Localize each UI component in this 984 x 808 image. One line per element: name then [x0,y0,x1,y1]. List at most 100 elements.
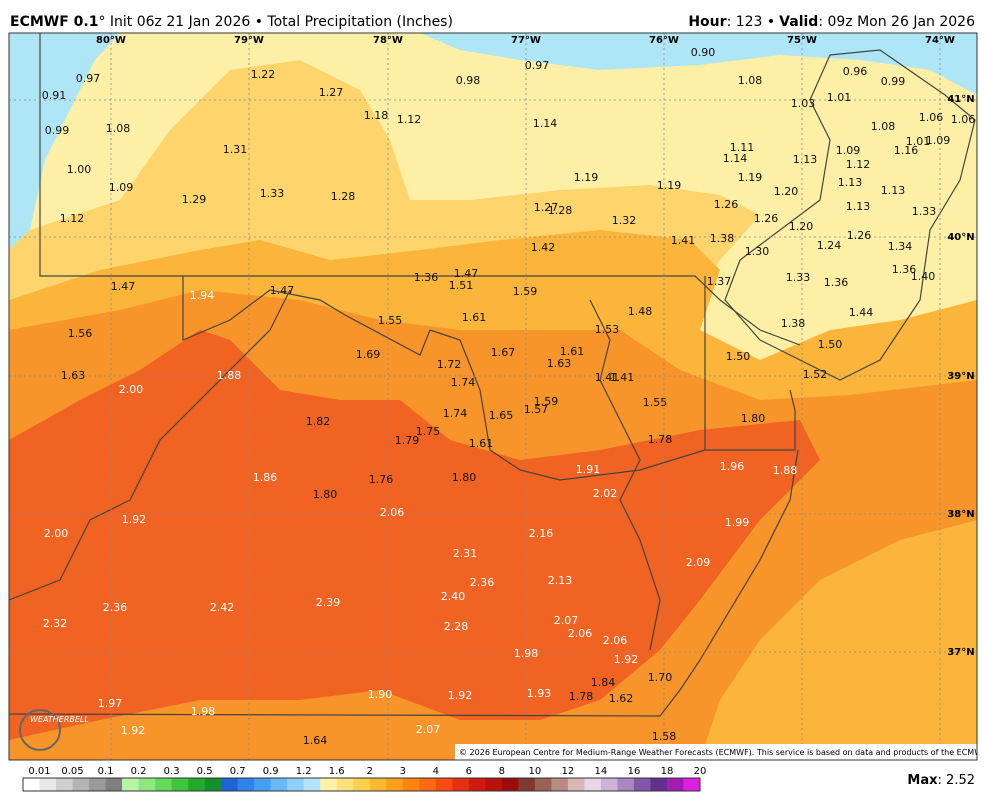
precip-value: 1.52 [803,368,828,381]
precip-value: 1.22 [251,68,276,81]
colorbar-label: 10 [529,766,542,777]
precip-value: 1.55 [643,396,668,409]
longitude-label: 78°W [373,35,403,46]
max-value: : 2.52 [938,773,975,788]
colorbar-label: 14 [595,766,608,777]
precip-value: 1.09 [926,134,951,147]
colorbar-label: 8 [499,766,505,777]
precip-value: 2.32 [43,617,68,630]
colorbar-cell [254,778,271,791]
precip-value: 1.13 [838,176,863,189]
precip-value: 1.82 [306,415,331,428]
max: Max: 2.52 [907,773,975,788]
precip-value: 1.08 [871,120,896,133]
precip-value: 1.41 [671,234,696,247]
longitude-label: 77°W [511,35,541,46]
precip-value: 2.02 [593,487,618,500]
precip-value: 0.97 [76,72,101,85]
colorbar-cell [534,778,552,791]
map-frame [8,32,978,761]
precip-value: 1.12 [60,212,85,225]
colorbar-label: 0.2 [131,766,147,777]
precip-value: 2.42 [210,601,235,614]
colorbar-cell [138,778,156,791]
colorbar-cell [188,778,205,791]
precip-value: 2.07 [416,723,441,736]
precip-value: 1.92 [121,724,146,737]
precip-value: 1.09 [109,181,134,194]
precip-field [9,330,820,740]
precip-value: 1.13 [793,153,818,166]
precip-value: 0.98 [456,74,481,87]
longitude-label: 74°W [925,35,955,46]
colorbar-cell [584,778,602,791]
precip-value: 1.53 [595,323,620,336]
precip-value: 1.44 [849,306,874,319]
colorbar-cell [369,778,387,791]
precip-value: 1.80 [452,471,477,484]
colorbar-cell [567,778,585,791]
colorbar-label: 0.1 [98,766,114,777]
precip-value: 1.00 [67,163,92,176]
colorbar-cell [89,778,106,791]
precip-value: 1.61 [560,345,585,358]
precip-value: 0.99 [45,124,70,137]
colorbar-cell [270,778,288,791]
precip-value: 1.30 [745,245,770,258]
precip-value: 1.51 [449,279,474,292]
precip-value: 1.32 [612,214,637,227]
colorbar-label: 0.5 [197,766,213,777]
colorbar-label: 6 [466,766,472,777]
precip-value: 1.75 [416,425,441,438]
colorbar-cell [633,778,651,791]
precip-value: 1.33 [786,271,811,284]
colorbar-label: 0.7 [230,766,246,777]
precip-value: 1.01 [827,91,852,104]
precip-value: 1.98 [191,705,216,718]
precip-value: 1.28 [331,190,356,203]
precip-field [700,520,977,760]
max-label: Max [907,773,938,788]
precip-value: 1.41 [595,371,620,384]
precip-value: 1.36 [414,271,439,284]
latitude-label: 39°N [947,371,974,382]
precip-value: 1.27 [534,201,559,214]
precip-value: 1.34 [888,240,913,253]
colorbar-label: 1.6 [329,766,345,777]
precip-value: 1.56 [68,327,93,340]
precip-value: 1.57 [524,403,549,416]
precip-value: 2.28 [444,620,469,633]
precip-value: 2.39 [316,596,341,609]
colorbar-cell [155,778,172,791]
precip-value: 1.19 [657,179,682,192]
state-border [9,289,291,601]
colorbar-label: 18 [661,766,674,777]
colorbar-cell [72,778,90,791]
precip-value: 1.91 [576,463,601,476]
precip-value: 1.06 [919,111,944,124]
precip-value: 1.92 [122,513,147,526]
colorbar-label: 0.9 [263,766,279,777]
model: ECMWF 0.1 [10,14,98,30]
precip-value: 2.00 [44,527,69,540]
colorbar-label: 1.2 [296,766,312,777]
state-border [9,449,799,717]
colorbar-label: 2 [367,766,373,777]
precip-value: 1.48 [628,305,653,318]
latitude-label: 41°N [947,94,974,105]
precip-value: 1.14 [723,152,748,165]
precip-value: 1.80 [741,412,766,425]
hour-label: Hour [688,14,726,30]
precip-value: 1.64 [303,734,328,747]
precip-value: 1.11 [730,141,755,154]
precip-value: 1.13 [881,184,906,197]
precip-value: 1.27 [319,86,344,99]
precip-value: 1.67 [491,346,516,359]
borders [9,33,976,717]
hour: : 123 • [727,14,776,30]
precip-value: 0.99 [881,75,906,88]
precip-value: 0.91 [42,89,67,102]
colorbar-cell [56,778,73,791]
precip-value: 1.92 [448,689,473,702]
colorbar-cell [303,778,321,791]
